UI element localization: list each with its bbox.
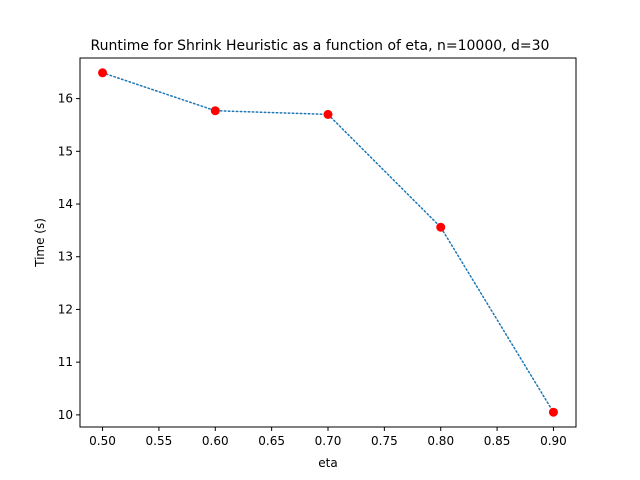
x-tick-label: 0.65 bbox=[258, 434, 285, 448]
data-point bbox=[548, 407, 558, 417]
data-point bbox=[98, 68, 108, 78]
series-line bbox=[101, 72, 555, 413]
y-tick-label: 13 bbox=[58, 250, 73, 264]
x-tick-label: 0.90 bbox=[540, 434, 567, 448]
x-tick-label: 0.50 bbox=[89, 434, 116, 448]
x-tick-label: 0.75 bbox=[371, 434, 398, 448]
x-tick-label: 0.80 bbox=[427, 434, 454, 448]
y-tick-label: 15 bbox=[58, 144, 73, 158]
y-tick-label: 14 bbox=[58, 197, 73, 211]
x-tick-label: 0.60 bbox=[202, 434, 229, 448]
y-tick-label: 12 bbox=[58, 302, 73, 316]
plot-area: 0.50 0.55 0.60 0.65 0.70 0.75 0.80 0.85 0.90 10 11… bbox=[58, 68, 567, 448]
x-tick-label: 0.85 bbox=[484, 434, 511, 448]
x-axis-label: eta bbox=[318, 456, 337, 470]
chart-title: Runtime for Shrink Heuristic as a functi… bbox=[91, 38, 550, 54]
data-point bbox=[210, 106, 220, 116]
y-tick-label: 11 bbox=[58, 355, 73, 369]
data-point bbox=[323, 109, 333, 119]
y-tick-label: 16 bbox=[58, 92, 73, 106]
x-tick-label: 0.70 bbox=[315, 434, 342, 448]
x-tick-label: 0.55 bbox=[146, 434, 173, 448]
data-point bbox=[436, 222, 446, 232]
y-axis-label: Time (s) bbox=[33, 218, 47, 268]
plot-frame bbox=[79, 57, 577, 428]
y-tick-label: 10 bbox=[58, 408, 73, 422]
